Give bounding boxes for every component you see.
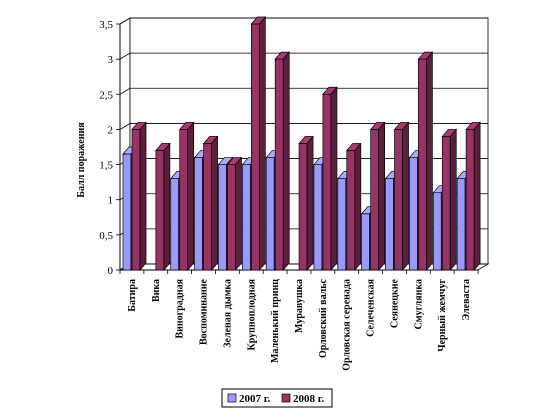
category-label: Зеленая дымка <box>222 279 233 348</box>
bar <box>465 121 481 271</box>
bar <box>417 51 434 271</box>
bar <box>369 121 386 271</box>
bar <box>250 16 267 271</box>
y-tick-label: 1 <box>108 195 114 207</box>
bar-side <box>163 142 171 271</box>
bar <box>298 135 314 271</box>
category-label: Крупноплодная <box>246 278 257 350</box>
gridline <box>119 123 488 130</box>
category-label: Орловская серенада <box>342 279 353 371</box>
bar-front <box>250 23 260 271</box>
legend: 2007 г. 2008 г. <box>221 388 333 408</box>
bar <box>131 121 147 271</box>
bar-side <box>306 135 314 271</box>
category-labels: Батира Вика Виноградная Воспоминание Зеленая… <box>127 278 472 370</box>
category-label: Орловский вальс <box>318 278 329 358</box>
bar-front <box>170 178 180 271</box>
y-tick-label: 1,5 <box>99 160 113 172</box>
bar-front <box>131 129 141 271</box>
gridline <box>119 52 488 60</box>
legend-entry: 2007 г. <box>239 393 271 405</box>
bar <box>202 135 219 271</box>
bar-front <box>155 150 165 271</box>
bar-front <box>418 58 427 271</box>
gridline <box>119 87 488 95</box>
bar-side <box>211 135 218 271</box>
bar-front <box>385 178 394 271</box>
bar-side <box>139 121 147 271</box>
bar-side <box>187 121 195 271</box>
bar-side <box>449 128 457 271</box>
y-tick-label: 2,5 <box>99 89 113 101</box>
bar-front <box>122 153 132 271</box>
bar-front <box>322 93 332 271</box>
y-tick-labels: 0 0,5 1 1,5 2 2,5 3 3,5 <box>99 19 113 277</box>
category-label: Виноградная <box>175 278 186 338</box>
bar-front <box>441 136 451 271</box>
bar-front <box>432 192 442 271</box>
category-label: Элеваста <box>461 279 472 321</box>
bar-front <box>346 150 356 271</box>
y-tick-label: 0 <box>108 265 114 277</box>
bar-side <box>282 51 290 271</box>
bar-front <box>179 129 189 271</box>
legend-entry: 2008 г. <box>293 393 325 405</box>
category-label: Воспоминание <box>199 278 210 345</box>
category-label: Муравушка <box>294 279 305 333</box>
bar-front <box>274 58 284 271</box>
y-axis-label: Балл поражения <box>76 122 87 198</box>
y-tick-label: 2 <box>108 124 114 136</box>
bar-side <box>402 121 409 271</box>
y-tick-label: 3,5 <box>99 19 113 31</box>
bar-front <box>298 143 308 271</box>
y-tick-label: 0,5 <box>99 230 113 242</box>
bar-front <box>265 157 275 271</box>
bar-front <box>394 129 403 271</box>
bar-front <box>227 164 236 271</box>
bars <box>122 16 481 271</box>
bar <box>226 156 243 271</box>
category-label: Смуглянка <box>413 279 424 329</box>
gridline <box>119 17 488 25</box>
bar-front <box>456 178 466 271</box>
bar-side <box>258 16 266 271</box>
category-label: Вика <box>151 279 162 302</box>
legend-swatch <box>281 393 291 403</box>
bar <box>178 121 195 271</box>
legend-swatch <box>227 393 237 403</box>
bar <box>274 51 290 271</box>
bar <box>393 121 410 271</box>
bar-side <box>330 86 338 271</box>
bar-side <box>235 156 242 271</box>
category-label: Селеченская <box>366 278 377 336</box>
bar <box>155 142 171 271</box>
y-tick-label: 3 <box>108 54 114 66</box>
category-label: Черный жемчуг <box>437 279 448 352</box>
category-label: Сеянецкие <box>389 278 400 328</box>
bar-side <box>354 142 362 271</box>
bar-front <box>218 164 227 271</box>
bar <box>441 128 458 271</box>
category-label: Маленький принц <box>270 279 281 363</box>
bar <box>346 142 362 271</box>
bar-front <box>203 143 212 271</box>
bar-front <box>370 129 380 271</box>
legend-box <box>221 388 333 408</box>
bar-front <box>313 164 323 271</box>
bar-front <box>465 129 475 271</box>
bar-front <box>194 157 203 271</box>
bar-side <box>426 51 433 271</box>
bar-front <box>241 164 251 271</box>
bar-side <box>473 121 481 271</box>
bar-front <box>361 213 371 271</box>
category-label: Батира <box>127 279 138 312</box>
bar-front <box>337 178 347 271</box>
bar-front <box>409 157 418 271</box>
bar <box>322 86 338 271</box>
bar-side <box>378 121 386 271</box>
